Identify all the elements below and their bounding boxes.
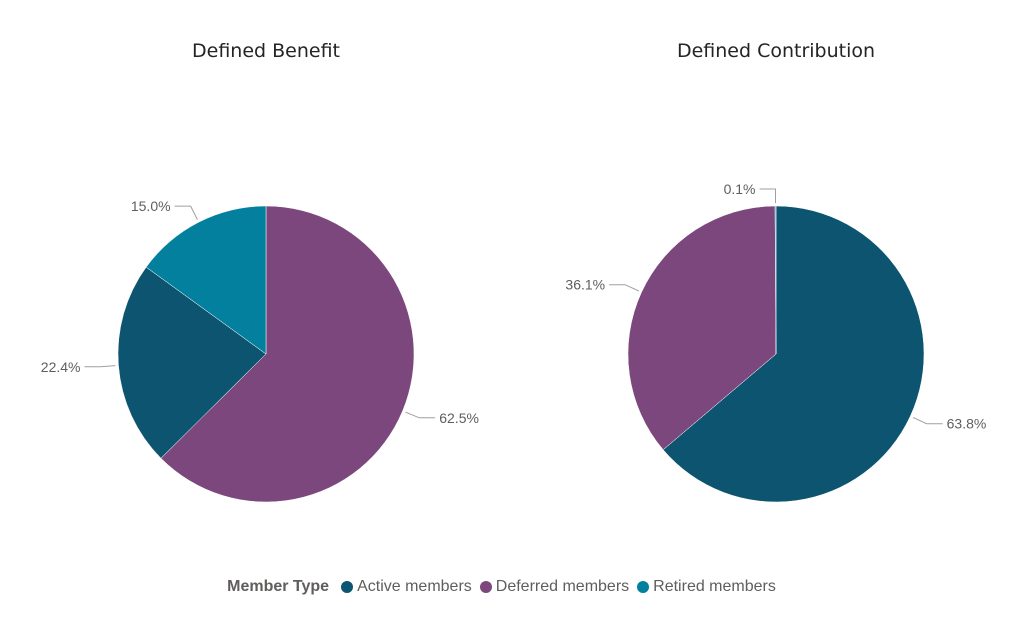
- legend-marker-retired: [637, 581, 650, 593]
- chart-title-defined-contribution: Defined Contribution: [677, 40, 875, 62]
- legend-label-retired: Retired members: [653, 578, 776, 595]
- pie-slice-active-members[interactable]: [662, 205, 925, 503]
- data-label-retired-members: 15.0%: [131, 198, 171, 214]
- pie-chart-defined-contribution: Defined Contribution 63.8% 36.1% 0.1%: [565, 40, 986, 503]
- legend-marker-deferred: [479, 581, 492, 593]
- data-label-deferred-members: 36.1%: [565, 277, 605, 293]
- chart-title-defined-benefit: Defined Benefit: [192, 40, 340, 62]
- pie-data-labels: 63.8% 36.1% 0.1%: [565, 181, 986, 432]
- leader-line-retired-members: [759, 188, 776, 203]
- data-label-deferred-members: 62.5%: [439, 410, 479, 426]
- data-label-active-members: 22.4%: [41, 359, 81, 375]
- legend-item-deferred[interactable]: Deferred members: [479, 578, 630, 596]
- legend: Member Type Active members Deferred memb…: [0, 574, 1011, 600]
- pie-slices: [117, 205, 415, 503]
- pie-slice-retired-members[interactable]: [774, 205, 777, 355]
- data-label-active-members: 63.8%: [947, 416, 987, 432]
- legend-label-active: Active members: [357, 578, 472, 595]
- pie-slice-active-members[interactable]: [117, 266, 267, 459]
- pie-data-labels: 62.5% 22.4% 15.0%: [41, 198, 479, 426]
- leader-line-active-members: [84, 365, 116, 368]
- legend-item-active[interactable]: Active members: [341, 578, 472, 596]
- pie-slices: [627, 205, 925, 503]
- legend-label-deferred: Deferred members: [495, 578, 630, 595]
- leader-line-deferred-members: [405, 411, 436, 419]
- pie-slice-deferred-members[interactable]: [160, 205, 415, 503]
- data-label-retired-members: 0.1%: [724, 181, 756, 197]
- legend-title: Member Type: [227, 578, 330, 595]
- leader-line-active-members: [912, 416, 943, 425]
- legend-marker-active: [341, 581, 354, 593]
- legend-item-retired[interactable]: Retired members: [637, 578, 776, 596]
- pie-slice-retired-members[interactable]: [145, 205, 267, 355]
- pie-slice-deferred-members[interactable]: [627, 205, 777, 451]
- leader-line-deferred-members: [609, 284, 640, 292]
- leader-line-retired-members: [174, 205, 198, 220]
- pie-chart-defined-benefit: Defined Benefit 62.5% 22.4% 15.0%: [41, 40, 479, 503]
